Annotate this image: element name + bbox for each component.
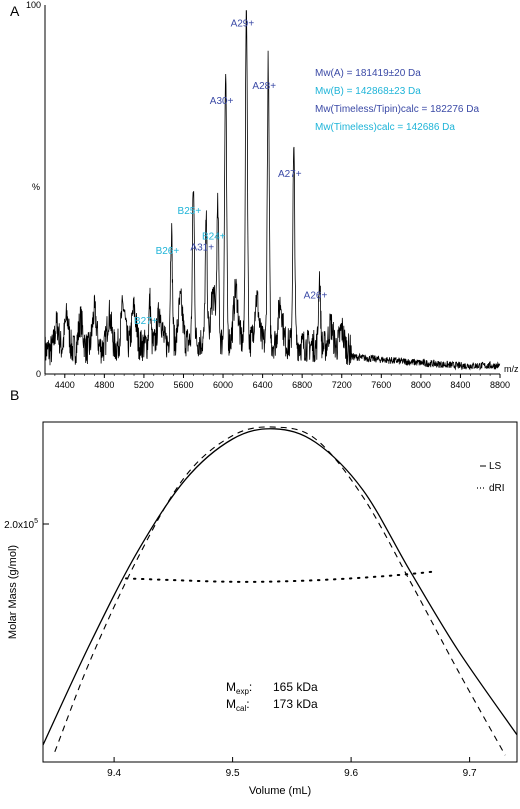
legend-dri: dRI	[489, 483, 505, 494]
annotation-mw-b: Mw(B) = 142868±23 Da	[315, 86, 421, 97]
panel-a-xtick-label: 8000	[411, 380, 431, 390]
ytick-exp: 5	[34, 518, 38, 525]
panel-a-xtick-label: 8800	[490, 380, 510, 390]
panel-a-ylabel: %	[32, 182, 40, 192]
panel-a-xtick-label: 6000	[213, 380, 233, 390]
panel-b-xtick-label: 9.6	[344, 768, 358, 779]
mass-exp-m: M	[226, 680, 236, 694]
peak-label: A27+	[278, 169, 302, 180]
panel-a-label: A	[10, 3, 20, 19]
panel-b-xtick-label: 9.7	[463, 768, 477, 779]
mass-cal-sub: cal	[236, 704, 246, 713]
panel-a-xtick-label: 4800	[94, 380, 114, 390]
mass-cal-symbol: Mcal:	[226, 697, 250, 713]
mass-exp-sub: exp	[236, 687, 249, 696]
panel-a-xtick-label: 6800	[292, 380, 312, 390]
panel-a-xlabel: m/z	[504, 364, 519, 374]
panel-a-axes	[44, 5, 500, 375]
panel-a-xtick-label: 7200	[332, 380, 352, 390]
mass-annotations: Mw(A) = 181419±20 Da Mw(B) = 142868±23 D…	[315, 68, 479, 133]
panel-a-xticks: 4400 4800 5200 5600 6000 6400 6800 7200 7600 8000…	[44, 374, 510, 390]
panel-b-ytick-label: 2.0x105	[4, 518, 38, 531]
panel-a-xtick-label: 5600	[173, 380, 193, 390]
peak-label: A28+	[252, 81, 276, 92]
ytick-base: 2.0x10	[4, 520, 34, 531]
annotation-mw-a: Mw(A) = 181419±20 Da	[315, 68, 421, 79]
peak-label: B25+	[178, 206, 202, 217]
panel-b-xlabel: Volume (mL)	[249, 785, 311, 797]
annotation-mw-timeless: Mw(Timeless)calc = 142686 Da	[315, 122, 455, 133]
panel-a-xtick-label: 8400	[450, 380, 470, 390]
series-ls-line	[42, 428, 518, 746]
panel-b: B 9.4 9.5 9.6 9.7 2.0x105 Molar Mass (g/mol…	[4, 387, 518, 797]
panel-b-xtick-label: 9.5	[226, 768, 240, 779]
peak-label: A30+	[210, 96, 234, 107]
peak-label: A26+	[304, 290, 328, 301]
peak-label: B26+	[156, 246, 180, 257]
panel-b-xtick-label: 9.4	[107, 768, 121, 779]
panel-b-series	[42, 426, 518, 756]
legend-ls: LS	[489, 461, 502, 472]
molar-mass-values: Mexp: 165 kDa Mcal: 173 kDa	[226, 680, 318, 713]
mass-exp-symbol: Mexp:	[226, 680, 252, 696]
panel-a: A 100 0 % m/z 4400 4800 5200 5600 6000 6400 68…	[10, 0, 519, 390]
mass-cal-value: 173 kDa	[273, 697, 318, 711]
panel-a-xtick-label: 7600	[371, 380, 391, 390]
panel-a-xtick-label: 5200	[134, 380, 154, 390]
annotation-mw-timeless-tipin: Mw(Timeless/Tipin)calc = 182276 Da	[315, 104, 479, 115]
panel-b-frame	[42, 421, 518, 763]
panel-b-ylabel: Molar Mass (g/mol)	[7, 545, 19, 639]
peak-label: A31+	[190, 243, 214, 254]
panel-b-legend: LS dRI	[477, 461, 505, 494]
mass-exp-value: 165 kDa	[273, 680, 318, 694]
panel-a-ytick-100: 100	[26, 0, 41, 10]
mass-cal-m: M	[226, 697, 236, 711]
peak-label: A29+	[231, 19, 255, 30]
series-dri-line	[125, 570, 435, 583]
panel-a-xtick-label: 4400	[55, 380, 75, 390]
panel-b-label: B	[10, 387, 19, 403]
mass-exp-colon: :	[249, 680, 252, 694]
panel-a-peak-labels: A26+ A27+ A28+ A29+ A30+ A31+B24+ B25+ B26+ B27+	[134, 19, 327, 327]
series-fit-line	[54, 426, 506, 756]
peak-label: B27+	[134, 316, 158, 327]
panel-a-xtick-label: 6400	[253, 380, 273, 390]
peak-label: B24+	[202, 232, 226, 243]
panel-a-ytick-0: 0	[36, 369, 41, 379]
mass-cal-colon: :	[246, 697, 249, 711]
panel-b-xticks: 9.4 9.5 9.6 9.7	[107, 757, 477, 779]
mass-spectrum-trace	[44, 10, 501, 371]
